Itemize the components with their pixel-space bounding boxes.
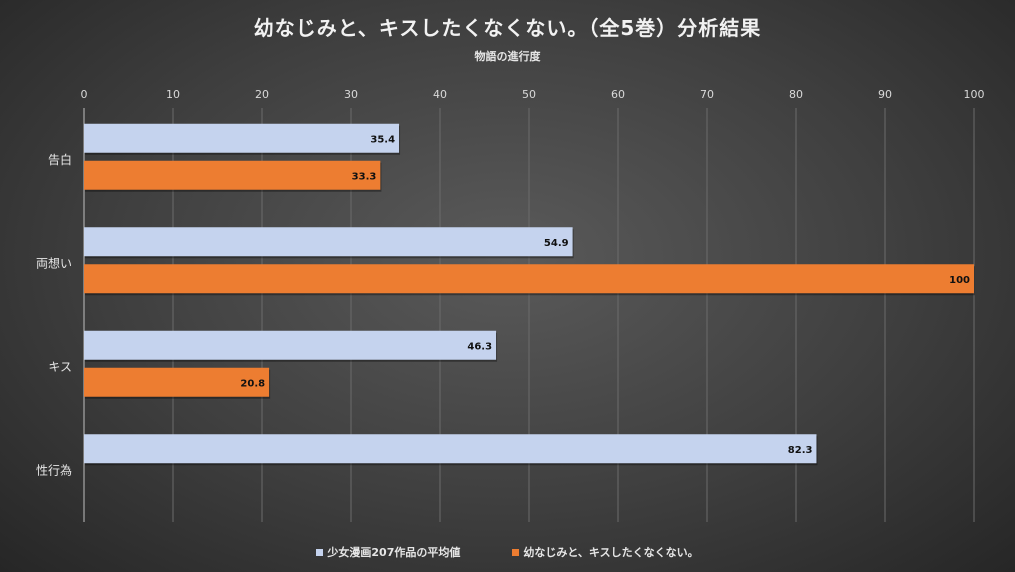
- x-tick-label: 0: [81, 88, 88, 101]
- legend-item-average: 少女漫画207作品の平均値: [316, 544, 460, 560]
- x-tick-label: 80: [789, 88, 803, 101]
- legend-swatch-title-work: [512, 548, 520, 556]
- data-label: 20.8: [240, 378, 265, 389]
- x-tick-label: 100: [964, 88, 985, 101]
- chart-subtitle: 物語の進行度: [474, 50, 541, 63]
- category-label: キス: [48, 360, 72, 374]
- bar: [84, 330, 497, 360]
- bar: [84, 434, 817, 464]
- data-label: 46.3: [467, 341, 492, 352]
- x-tick-label: 20: [255, 88, 269, 101]
- x-tick-label: 90: [878, 88, 892, 101]
- legend-label-average: 少女漫画207作品の平均値: [327, 546, 461, 559]
- x-tick-label: 70: [700, 88, 714, 101]
- data-label: 33.3: [352, 171, 377, 182]
- legend-item-title-work: 幼なじみと、キスしたくなくない。: [512, 544, 699, 560]
- x-tick-label: 10: [166, 88, 180, 101]
- category-label: 告白: [48, 152, 72, 167]
- x-tick-label: 50: [522, 88, 536, 101]
- data-label: 100: [949, 275, 970, 286]
- bar: [84, 123, 400, 153]
- category-label: 性行為: [36, 463, 72, 477]
- bar: [84, 227, 573, 257]
- x-tick-label: 60: [611, 88, 625, 101]
- category-label: 両想い: [36, 255, 72, 270]
- x-tick-label: 40: [433, 88, 447, 101]
- x-tick-label: 30: [344, 88, 358, 101]
- legend-label-title-work: 幼なじみと、キスしたくなくない。: [523, 546, 699, 559]
- data-label: 82.3: [788, 445, 813, 456]
- data-label: 54.9: [544, 238, 569, 249]
- bar: [84, 160, 381, 190]
- legend: 少女漫画207作品の平均値 幼なじみと、キスしたくなくない。: [0, 544, 1015, 560]
- chart-title: 幼なじみと、キスしたくなくない。（全5巻）分析結果: [253, 16, 762, 40]
- bar: [84, 264, 974, 294]
- data-label: 35.4: [370, 134, 395, 145]
- legend-swatch-average: [316, 548, 324, 556]
- bar: [84, 367, 270, 397]
